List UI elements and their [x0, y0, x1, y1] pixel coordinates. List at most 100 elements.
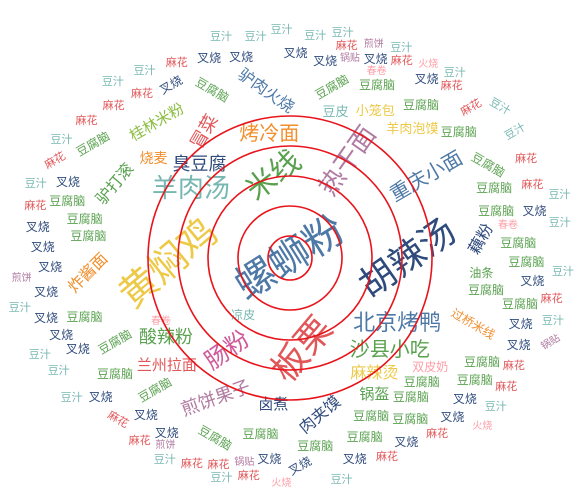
cloud-word: 卤煮: [258, 395, 289, 414]
cloud-word: 麻花: [165, 55, 188, 69]
cloud-word: 酸辣粉: [138, 327, 193, 349]
cloud-word: 豆腐脑: [312, 71, 352, 102]
cloud-word: 豆汁: [210, 470, 233, 484]
cloud-word: 羊肉泡馍: [386, 122, 439, 138]
cloud-word: 叉烧: [88, 390, 113, 405]
cloud-word: 豆汁: [28, 348, 51, 362]
cloud-word: 麻花: [237, 469, 260, 483]
cloud-word: 豆汁: [443, 65, 466, 79]
cloud-word: 豆汁: [548, 187, 571, 201]
cloud-word: 豆汁: [304, 29, 327, 43]
cloud-word: 肠粉: [199, 324, 255, 375]
cloud-word: 豆腐脑: [135, 374, 175, 405]
cloud-word: 煎饼: [11, 273, 32, 285]
cloud-word: 驴打滚: [92, 159, 138, 209]
cloud-word: 豆腐脑: [456, 373, 493, 388]
cloud-word: 麻花: [540, 291, 563, 305]
cloud-word: 兰州拉面: [136, 356, 197, 375]
cloud-word: 豆汁: [270, 22, 293, 36]
cloud-word: 叉烧: [49, 327, 74, 342]
cloud-word: 豆腐脑: [346, 430, 383, 445]
cloud-word: 烤冷面: [239, 121, 300, 146]
cloud-word: 豆腐脑: [242, 427, 279, 441]
cloud-word: 豆汁: [541, 314, 564, 328]
cloud-word: 叉烧: [38, 259, 63, 274]
cloud-word: 豆腐脑: [476, 180, 513, 195]
cloud-word: 叉烧: [34, 284, 59, 299]
cloud-word: 豆汁: [331, 26, 354, 40]
cloud-word: 叉烧: [257, 452, 282, 467]
cloud-word: 春卷: [366, 66, 387, 78]
cloud-word: 豆汁: [330, 473, 353, 487]
cloud-word: 麻花: [495, 379, 518, 393]
cloud-word: 麻花: [180, 456, 203, 470]
cloud-word: 麻辣烫: [350, 363, 399, 383]
cloud-word: 叉烧: [157, 73, 186, 98]
cloud-word: 豆腐脑: [353, 408, 390, 423]
cloud-word: 叉烧: [508, 316, 533, 331]
cloud-word: 叉烧: [342, 451, 367, 466]
cloud-word: 豆汁: [209, 29, 232, 43]
cloud-word: 春卷: [498, 220, 519, 232]
cloud-word: 豆腐脑: [66, 309, 103, 324]
cloud-word: 豆汁: [244, 30, 267, 44]
cloud-word: 麻花: [128, 434, 151, 448]
cloud-word: 板栗: [264, 308, 342, 391]
cloud-word: 驴肉火烧: [234, 64, 298, 117]
cloud-word: 豆汁: [487, 95, 514, 118]
cloud-word: 螺蛳粉: [226, 206, 354, 310]
cloud-word: 豆汁: [47, 364, 70, 378]
cloud-word: 叉烧: [520, 273, 545, 288]
cloud-word: 豆腐脑: [49, 194, 86, 209]
cloud-word: 麻花: [102, 99, 125, 113]
cloud-word: 麻花: [426, 427, 449, 441]
cloud-word: 麻花: [75, 114, 98, 128]
cloud-word: 烧麦: [139, 151, 168, 168]
cloud-word: 北京烤鸭: [353, 310, 442, 336]
cloud-word: 豆腐脑: [195, 422, 235, 453]
cloud-word: 胡辣汤: [351, 210, 464, 307]
cloud-word: 豆腐脑: [502, 296, 539, 311]
cloud-word: 锅贴: [234, 456, 255, 468]
cloud-word: 豆腐脑: [500, 236, 537, 251]
cloud-word: 叉烧: [363, 51, 388, 66]
cloud-word: 叉烧: [34, 310, 59, 325]
cloud-word: 沙县小吃: [349, 336, 430, 361]
cloud-word: 豆腐脑: [192, 74, 231, 105]
cloud-word: 凉皮: [231, 308, 256, 323]
cloud-word: 豆汁: [153, 453, 176, 467]
cloud-word: 小笼包: [355, 103, 395, 119]
cloud-word: 豆腐脑: [70, 228, 107, 243]
cloud-word: 豆腐脑: [66, 211, 103, 226]
cloud-word: 豆汁: [101, 75, 124, 89]
cloud-word: 豆腐脑: [297, 439, 334, 454]
cloud-word: 豆汁: [551, 265, 574, 279]
cloud-word: 叉烧: [440, 409, 465, 424]
cloud-word: 肉夹馍: [294, 392, 344, 438]
cloud-word: 麻花: [458, 96, 484, 119]
cloud-word: 豆腐脑: [469, 149, 508, 181]
cloud-word: 麻花: [105, 408, 131, 431]
cloud-word: 叉烧: [452, 391, 477, 406]
cloud-word: 炸酱面: [63, 248, 112, 296]
cloud-word: 麻花: [502, 358, 525, 372]
cloud-word: 豆腐脑: [96, 366, 133, 381]
cloud-word: 火烧: [271, 478, 292, 489]
cloud-word: 重庆小面: [385, 145, 468, 207]
cloud-word: 麻花: [131, 87, 154, 101]
cloud-word: 豆汁: [24, 176, 47, 190]
cloud-word: 豆腐脑: [392, 412, 429, 427]
cloud-word: 麻花: [335, 39, 358, 53]
cloud-word: 叉烧: [56, 174, 81, 189]
cloud-word: 豆腐脑: [95, 326, 135, 357]
cloud-word: 豆汁: [60, 390, 83, 404]
cloud-word: 热干面: [313, 120, 383, 202]
cloud-word: 藕粉: [463, 219, 497, 258]
cloud-word: 叉烧: [506, 337, 531, 352]
cloud-word: 麻花: [42, 149, 69, 172]
cloud-word: 火烧: [472, 421, 493, 433]
cloud-word: 豆汁: [50, 132, 73, 146]
cloud-word: 豆腐脑: [467, 282, 504, 297]
cloud-word: 锅贴: [539, 333, 563, 353]
